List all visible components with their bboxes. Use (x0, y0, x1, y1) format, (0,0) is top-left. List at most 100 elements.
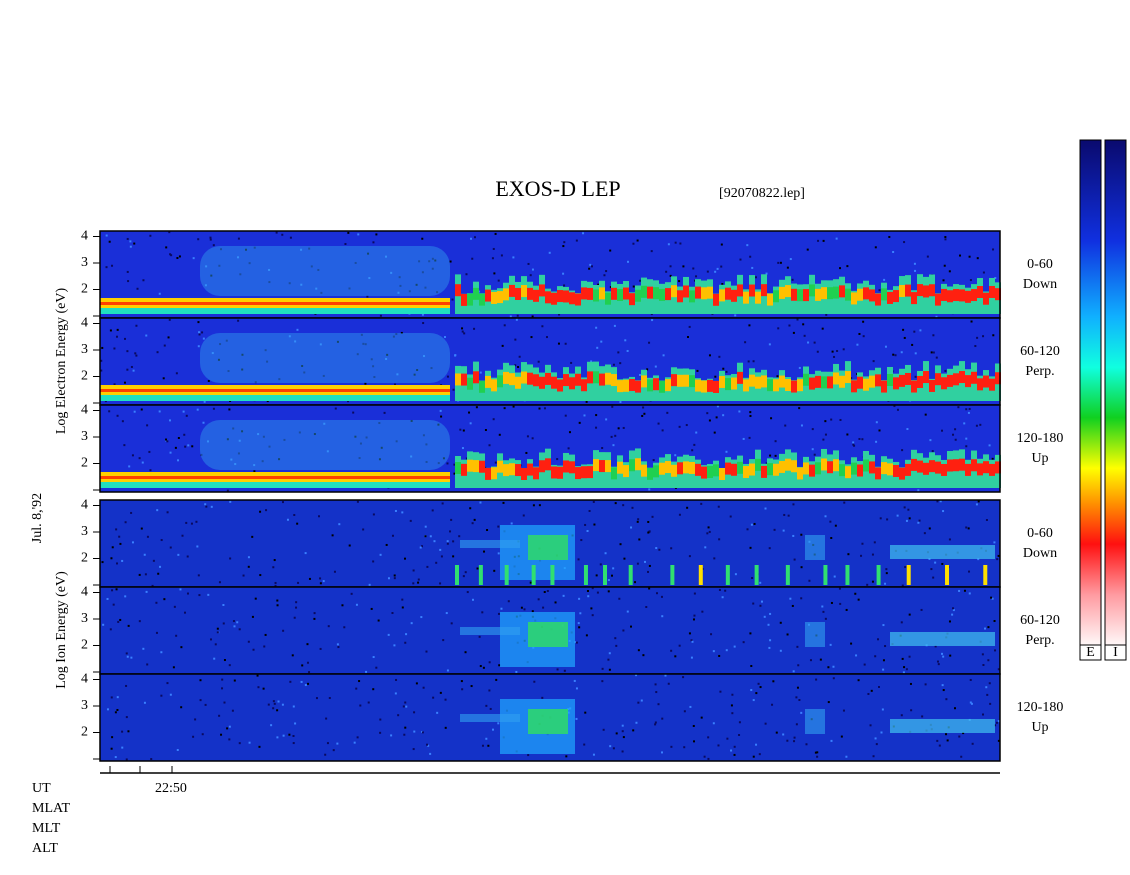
speckle (583, 414, 586, 417)
speckle (703, 755, 706, 758)
speckle (976, 336, 979, 339)
speckle (130, 511, 133, 514)
speckle (359, 704, 362, 707)
speckle (729, 515, 732, 518)
activity-core (983, 292, 989, 305)
activity-core (965, 463, 971, 476)
speckle (932, 351, 935, 354)
activity-core (833, 459, 839, 472)
speckle (442, 639, 445, 642)
speckle (634, 581, 637, 584)
speckle (483, 550, 486, 553)
speckle (902, 328, 905, 331)
activity-core (491, 291, 497, 304)
speckle (434, 259, 437, 262)
speckle (901, 449, 904, 452)
speckle (774, 454, 777, 457)
speckle (101, 561, 104, 564)
speckle (621, 730, 624, 733)
speckle (582, 232, 585, 235)
speckle (977, 500, 980, 503)
speckle (885, 568, 888, 571)
activity-core (617, 380, 623, 393)
speckle (578, 597, 581, 600)
speckle (497, 525, 500, 528)
speckle (563, 669, 566, 672)
speckle (386, 353, 389, 356)
speckle (730, 749, 733, 752)
speckle (192, 257, 195, 260)
speckle (717, 505, 720, 508)
speckle (558, 313, 561, 316)
speckle (951, 613, 954, 616)
speckle (478, 290, 481, 293)
speckle (631, 506, 634, 509)
speckle (564, 414, 567, 417)
speckle (696, 369, 699, 372)
speckle (121, 746, 124, 749)
activity-core (593, 459, 599, 472)
speckle (878, 289, 881, 292)
speckle (917, 521, 920, 524)
speckle (654, 721, 657, 724)
speckle (874, 655, 877, 658)
speckle (878, 429, 881, 432)
speckle (281, 501, 284, 504)
activity-core (779, 375, 785, 388)
activity-core (761, 465, 767, 478)
activity-core (827, 287, 833, 300)
speckle (861, 438, 864, 441)
speckle (997, 739, 1000, 742)
speckle (674, 454, 677, 457)
speckle (209, 238, 212, 241)
speckle (315, 697, 318, 700)
speckle (464, 571, 467, 574)
speckle (689, 705, 692, 708)
speckle (228, 664, 231, 667)
speckle (678, 513, 681, 516)
y-tick-label: 3 (81, 342, 88, 357)
speckle (557, 342, 560, 345)
activity-core (527, 287, 533, 300)
speckle (969, 701, 972, 704)
speckle (461, 447, 464, 450)
speckle (882, 659, 885, 662)
speckle (816, 350, 819, 353)
speckle (759, 604, 762, 607)
activity-core (869, 461, 875, 474)
speckle (307, 682, 310, 685)
speckle (968, 592, 971, 595)
speckle (385, 543, 388, 546)
speckle (614, 637, 617, 640)
speckle (183, 433, 186, 436)
speckle (218, 714, 221, 717)
activity-core (833, 372, 839, 385)
speckle (199, 679, 202, 682)
speckle (944, 369, 947, 372)
activity-core (851, 462, 857, 475)
activity-core (521, 371, 527, 384)
speckle (383, 411, 386, 414)
activity-core (503, 288, 509, 301)
speckle (404, 557, 407, 560)
speckle (570, 361, 573, 364)
speckle (470, 685, 473, 688)
speckle (832, 677, 835, 680)
activity-core (989, 285, 995, 298)
speckle (492, 418, 495, 421)
speckle (596, 346, 599, 349)
speckle (538, 407, 541, 410)
activity-core (671, 464, 677, 477)
panel-range: 120-180 (1017, 431, 1064, 446)
speckle (479, 371, 482, 374)
speckle (911, 343, 914, 346)
speckle (387, 633, 390, 636)
activity-core (527, 463, 533, 476)
speckle (424, 535, 427, 538)
spike (550, 565, 555, 585)
speckle (520, 606, 523, 609)
speckle (418, 260, 421, 263)
activity-core (731, 377, 737, 390)
speckle (110, 696, 113, 699)
speckle (641, 414, 644, 417)
